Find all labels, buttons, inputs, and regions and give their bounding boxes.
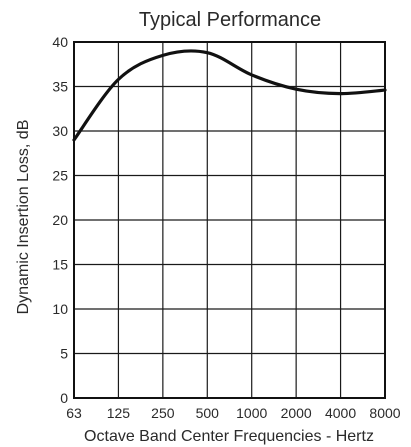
x-tick-label: 500 [196, 405, 220, 421]
x-tick-label: 250 [151, 405, 175, 421]
x-tick-label: 63 [66, 405, 82, 421]
x-tick-label: 125 [107, 405, 131, 421]
insertion-loss-curve [72, 49, 387, 142]
x-tick-label: 8000 [369, 405, 400, 421]
x-tick-label: 4000 [325, 405, 356, 421]
y-tick-label: 40 [52, 34, 68, 50]
x-tick-label: 2000 [281, 405, 312, 421]
plot-frame [73, 41, 386, 399]
series [72, 49, 387, 142]
chart-title: Typical Performance [139, 9, 321, 31]
y-tick-label: 35 [52, 79, 68, 95]
y-axis-label: Dynamic Insertion Loss, dB [15, 120, 32, 315]
x-tick-label: 1000 [236, 405, 267, 421]
y-tick-label: 5 [60, 346, 68, 362]
y-tick-label: 10 [52, 301, 68, 317]
y-tick-label: 20 [52, 212, 68, 228]
x-axis-label: Octave Band Center Frequencies - Hertz [84, 428, 374, 445]
y-tick-label: 30 [52, 123, 68, 139]
tick-labels: 63 125 250 500 1000 2000 4000 8000 0 5 10 15 20 25 30 3… [52, 34, 400, 421]
y-tick-label: 0 [60, 390, 68, 406]
y-tick-label: 15 [52, 257, 68, 273]
grid [73, 41, 386, 399]
y-tick-label: 25 [52, 168, 68, 184]
